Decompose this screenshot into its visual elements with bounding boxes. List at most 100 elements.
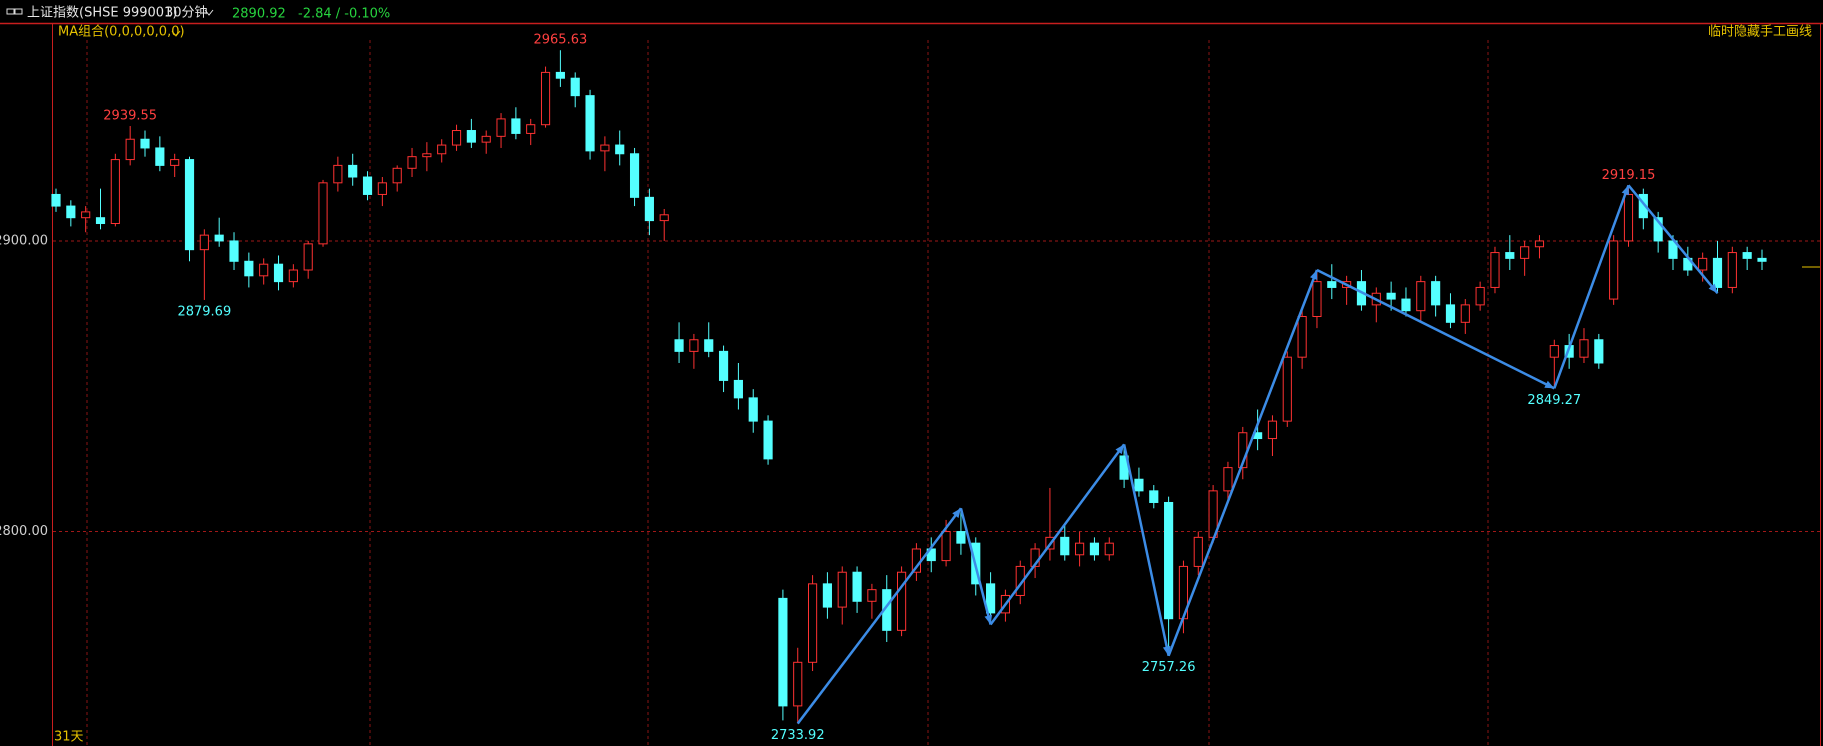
candle-body [1534,240,1545,248]
candle-body [1297,316,1307,358]
candle-body [704,339,714,352]
candle-body [451,130,462,146]
trend-arrow [952,508,961,518]
peak-label: 2965.63 [533,33,587,48]
candle-body [689,339,699,352]
candle-body [526,124,536,134]
candle-body [1727,252,1737,288]
candle-body [852,571,862,602]
candle-body [511,118,521,134]
candle-body [600,144,610,152]
trend-arrow [1621,185,1629,196]
trend-arrow [1115,444,1125,455]
candle-body [1460,304,1470,323]
candle-body [392,167,402,184]
candle-body [1638,193,1648,219]
candle-body [244,260,254,277]
trend-line [1122,444,1170,656]
candle-body [1386,292,1396,300]
indicator-chevron[interactable] [171,30,181,37]
candle-body [140,138,150,149]
candle-body [199,234,209,251]
range-label: 31天 [54,730,84,745]
candle-body [259,263,269,277]
candle-body [540,71,551,126]
candle-body [1475,286,1485,306]
candle-body [481,135,491,143]
trough-label: 2757.26 [1142,660,1196,675]
candle-body [1445,304,1456,323]
candle-body [1594,339,1604,364]
candle-body [718,350,729,381]
candle-body [1134,478,1144,492]
candle-body [348,164,358,178]
trend-line [989,443,1126,626]
candle-body [407,156,417,169]
indicator[interactable]: MA组合(0,0,0,0,0,0) [58,25,185,40]
candle-body [377,182,387,195]
candle-body [733,379,743,399]
candle-body [184,159,195,251]
candle-body [288,269,298,283]
price: 2890.92 [232,7,286,22]
candle-body [807,583,818,663]
trend-line [1167,269,1319,657]
candle-body [496,118,506,137]
y-tick-label: 2800.00 [0,524,48,539]
candle-body [303,243,313,271]
trend-line [959,507,992,625]
candle-body [1623,193,1634,242]
period[interactable]: 30分钟 [165,5,208,21]
candle-body [1698,257,1708,271]
candle-body [1267,420,1278,440]
candle-body [51,193,61,207]
candle-body [644,196,654,222]
candle-body [941,531,951,562]
candle-body [585,95,595,152]
candle-body [555,71,565,79]
candle-body [867,589,877,602]
trend-arrow [984,614,993,625]
candle-body [362,176,373,195]
y-tick-label: 2900.00 [0,233,48,248]
menu-icon[interactable] [14,8,23,15]
candle-body [214,234,224,242]
candle-body [333,164,343,184]
candle-body [1520,246,1530,259]
candle-body [1490,252,1500,288]
candle-body [763,420,773,460]
candle-body [155,147,165,166]
trough-label: 2879.69 [177,304,231,319]
candle-body [1327,281,1337,288]
candle-body [793,661,803,707]
trend-line [1627,184,1719,295]
candle-body [1416,281,1426,312]
trend-line [1553,184,1630,389]
toggle-drawings[interactable]: 临时隐藏手工画线 [1708,25,1812,40]
candle-body [1401,298,1411,312]
menu-icon[interactable] [6,8,15,15]
candle-body [1609,240,1619,300]
trend-line [796,507,962,725]
candle-body [466,130,476,143]
candle-body [1312,281,1322,318]
period-chevron[interactable] [204,9,214,16]
candle-body [1075,542,1085,556]
candle-body [422,153,432,158]
candle-body [1282,356,1292,422]
candle-body [570,77,580,97]
trend-arrow [1544,380,1555,389]
trend-arrow [1310,270,1318,281]
candle-body [1193,536,1203,567]
day-dividers [86,40,1489,746]
trough-label: 2733.92 [771,728,825,743]
candle-body [1431,281,1441,306]
candle-body [822,583,832,608]
peak-label: 2919.15 [1602,168,1656,183]
candle-body [615,144,625,155]
candle-body [897,571,907,631]
candle-body [778,597,788,707]
trend-arrow [1708,283,1718,294]
